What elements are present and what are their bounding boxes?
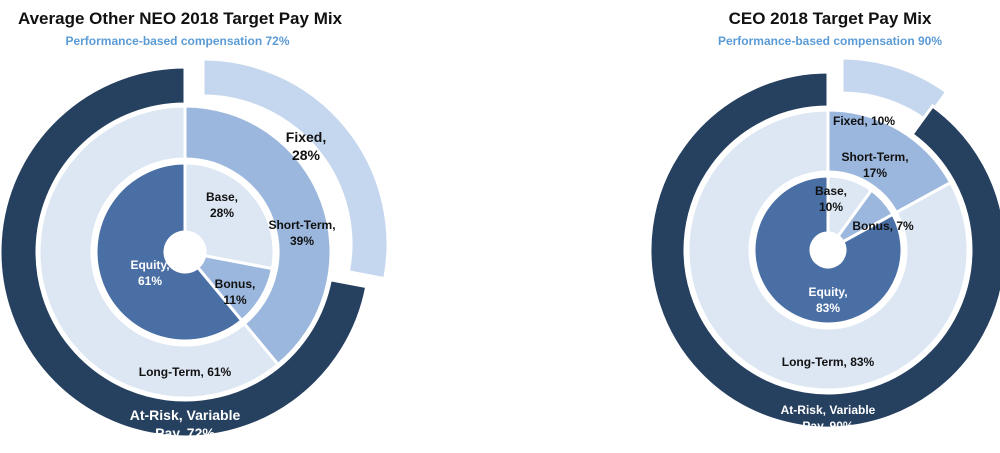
chart-title: CEO 2018 Target Pay Mix — [728, 9, 932, 28]
chart-subtitle: Performance-based compensation 90% — [717, 34, 943, 48]
label-equity-83: Equity, 83% — [808, 285, 847, 315]
slice-fixed-28 — [201, 57, 390, 281]
donut-center-hole — [811, 233, 845, 267]
neo-donut-chart: Fixed, 28% At-Risk, Variable Pay, 72% Short-… — [0, 57, 390, 441]
chart-title: Average Other NEO 2018 Target Pay Mix — [17, 9, 343, 28]
label-long-term-61: Long-Term, 61% — [139, 365, 232, 379]
label-fixed-28: Fixed, 28% — [286, 129, 326, 163]
label-equity-61: Equity, 61% — [130, 258, 169, 288]
label-fixed-10: Fixed, 10% — [833, 114, 895, 128]
ceo-donut-chart: Fixed, 10% At-Risk, Variable Pay, 90% Short… — [648, 56, 1000, 433]
slice-at-risk-variable-pay-72 — [0, 65, 369, 439]
slice-long-term-83 — [686, 108, 970, 392]
ceo-pay-mix-panel: CEO 2018 Target Pay Mix Performance-base… — [620, 0, 1000, 453]
label-short-term-39: Short-Term, 39% — [268, 218, 335, 248]
label-base-10: Base, 10% — [815, 184, 847, 214]
label-bonus-7: Bonus, 7% — [852, 219, 914, 233]
slice-short-term-39 — [183, 104, 333, 367]
slice-fixed-10 — [840, 56, 949, 123]
label-at-risk-variable-pay-90: At-Risk, Variable Pay, 90% — [781, 403, 876, 433]
label-long-term-83: Long-Term, 83% — [782, 355, 875, 369]
label-base-28: Base, 28% — [206, 190, 238, 220]
label-short-term-17: Short-Term, 17% — [841, 150, 908, 180]
slice-at-risk-variable-pay-90 — [648, 70, 1000, 430]
slice-base-28 — [183, 161, 276, 271]
label-bonus-11: Bonus, 11% — [215, 277, 256, 307]
chart-subtitle: Performance-based compensation 72% — [65, 34, 290, 48]
donut-center-hole — [165, 232, 205, 272]
neo-pay-mix-panel: Average Other NEO 2018 Target Pay Mix Pe… — [0, 0, 420, 453]
slice-long-term-61 — [37, 104, 281, 400]
label-at-risk-variable-pay-72: At-Risk, Variable Pay, 72% — [130, 407, 241, 441]
